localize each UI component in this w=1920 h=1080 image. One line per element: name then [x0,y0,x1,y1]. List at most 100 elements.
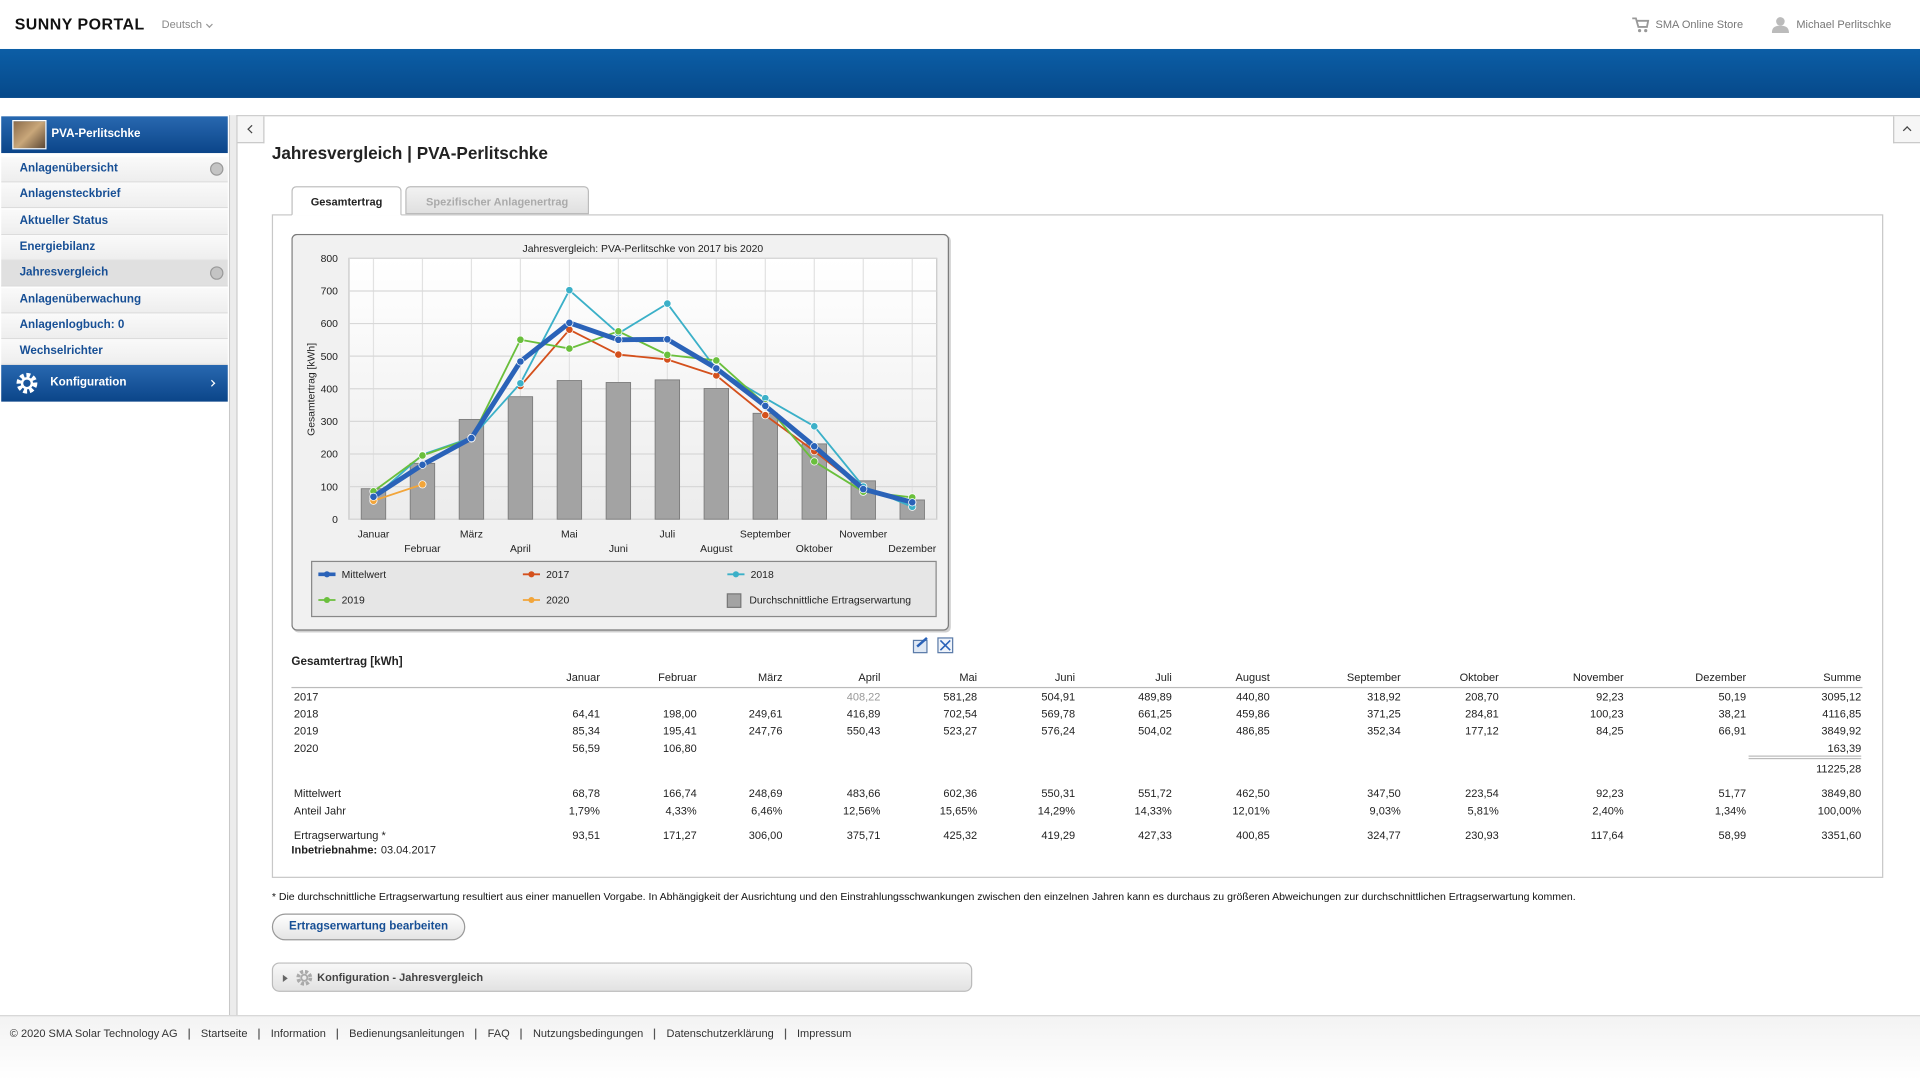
table-title: Gesamtertrag [kWh] [291,655,402,670]
cell: 3849,92 [1727,724,1862,739]
chart-group: Jahresvergleich: PVA-Perlitschke von 201… [292,234,951,632]
point [615,336,622,343]
cell: 12,01% [1135,803,1270,818]
nav-item[interactable]: Anlagenüberwachung [1,287,228,313]
sidebar: PVA-Perlitschke Konfiguration Anlagenübe… [0,115,230,1015]
x-tick-label: Mai [561,530,578,541]
point [566,319,573,326]
bar [655,380,679,519]
point [419,452,426,459]
globe-icon [209,162,224,177]
y-tick-label: 300 [321,417,339,428]
nav-label: Jahresvergleich [20,266,109,279]
collapse-sidebar[interactable] [238,116,265,143]
point [419,481,426,488]
nav-item[interactable]: Anlagensteckbrief [1,183,228,209]
cell: 4116,85 [1727,707,1862,722]
language-select[interactable]: Deutsch [162,17,202,32]
footer: © 2020 SMA Solar Technology AGStartseite… [0,1015,1920,1080]
nav-label: Anlagenübersicht [20,162,118,175]
nav-item[interactable]: Wechselrichter [1,339,228,365]
arrow-left [247,125,256,134]
plant-header[interactable]: PVA-Perlitschke [1,116,228,153]
gear-icon [15,371,39,395]
legend-dot [324,571,330,577]
globe-shape [211,163,223,175]
legend-label: Mittelwert [342,570,387,581]
commissioning-label: Inbetriebnahme: [291,844,380,856]
logo[interactable]: SUNNY PORTAL [15,15,145,33]
store-link[interactable]: SMA Online Store [1656,17,1744,32]
footer-link[interactable]: Nutzungsbedingungen [521,1029,655,1040]
footer-link[interactable]: Impressum [785,1029,863,1040]
bar [606,382,630,519]
bar [557,381,581,520]
row-label: Anteil Jahr [294,803,346,818]
y-tick-label: 600 [321,319,339,330]
cell: 117,64 [1489,828,1624,843]
chart: Jahresvergleich: PVA-Perlitschke von 201… [291,234,953,636]
nav-item[interactable]: Aktueller Status [1,209,228,235]
x-tick-label: März [460,530,483,541]
point [811,423,818,430]
cell: 100,00% [1727,803,1862,818]
footer-link[interactable]: Bedienungsanleitungen [337,1029,475,1040]
legend-label: 2019 [342,596,365,607]
config-nav[interactable]: Konfiguration [1,365,228,402]
y-tick-label: 0 [332,515,338,526]
cell: 100,23 [1489,707,1624,722]
point [566,286,573,293]
point [860,485,867,492]
nav-label: Anlagenüberwachung [20,292,142,305]
footer-link[interactable]: FAQ [475,1029,520,1040]
x-tick-label: Juni [609,544,628,555]
edit-expectation-button[interactable]: Ertragserwartung bearbeiten [272,913,465,940]
cell: 3095,12 [1727,689,1862,704]
legend-label: Durchschnittliche Ertragserwartung [749,596,911,607]
tab-active[interactable]: Gesamtertrag [291,186,401,215]
export-icon[interactable] [912,637,929,654]
user-menu[interactable]: Michael Perlitschke [1796,17,1891,32]
point [419,461,426,468]
footer-link[interactable]: Startseite [189,1029,259,1040]
row-label: Ertragserwartung * [294,828,386,843]
legend-dot [733,571,739,577]
plant-image [12,120,46,149]
cell: 106,80 [562,741,697,756]
cell: 208,70 [1364,689,1499,704]
y-tick-label: 700 [321,287,339,298]
point [566,345,573,352]
footer-link[interactable]: Datenschutzerklärung [654,1029,784,1040]
column-header: Summe [1727,670,1862,685]
cell: 163,39 [1727,741,1862,756]
cell: 284,81 [1364,707,1499,722]
footer-row: © 2020 SMA Solar Technology AGStartseite… [10,1026,863,1041]
config-panel-title: Konfiguration - Jahresvergleich [317,970,483,985]
cell: 2,40% [1489,803,1624,818]
fullscreen-icon[interactable] [937,637,954,654]
tab[interactable]: Spezifischer Anlagenertrag [405,186,589,214]
footnote: * Die durchschnittliche Ertragserwartung… [272,889,1576,904]
config-panel[interactable]: Konfiguration - Jahresvergleich [272,962,972,991]
x-tick-label: September [740,530,791,541]
cell: 3849,80 [1727,786,1862,801]
header-rule [291,687,1862,688]
footer-link[interactable]: Information [258,1029,336,1040]
scroll-top[interactable] [1893,116,1920,143]
x-tick-label: Oktober [796,544,834,555]
blue-band [0,49,1920,98]
nav-item[interactable]: Energiebilanz [1,235,228,261]
nav-item[interactable]: Anlagenlogbuch: 0 [1,313,228,339]
column-header: Oktober [1364,670,1499,685]
nav-item[interactable]: Anlagenübersicht [1,157,228,183]
globe-shape [211,267,223,279]
x-tick-label: Dezember [888,544,936,555]
point [762,402,769,409]
point [909,499,916,506]
point [517,336,524,343]
nav-item[interactable]: Jahresvergleich [1,261,228,287]
row-label: 2020 [294,741,319,756]
cell: 5,81% [1364,803,1499,818]
column-header: November [1489,670,1624,685]
